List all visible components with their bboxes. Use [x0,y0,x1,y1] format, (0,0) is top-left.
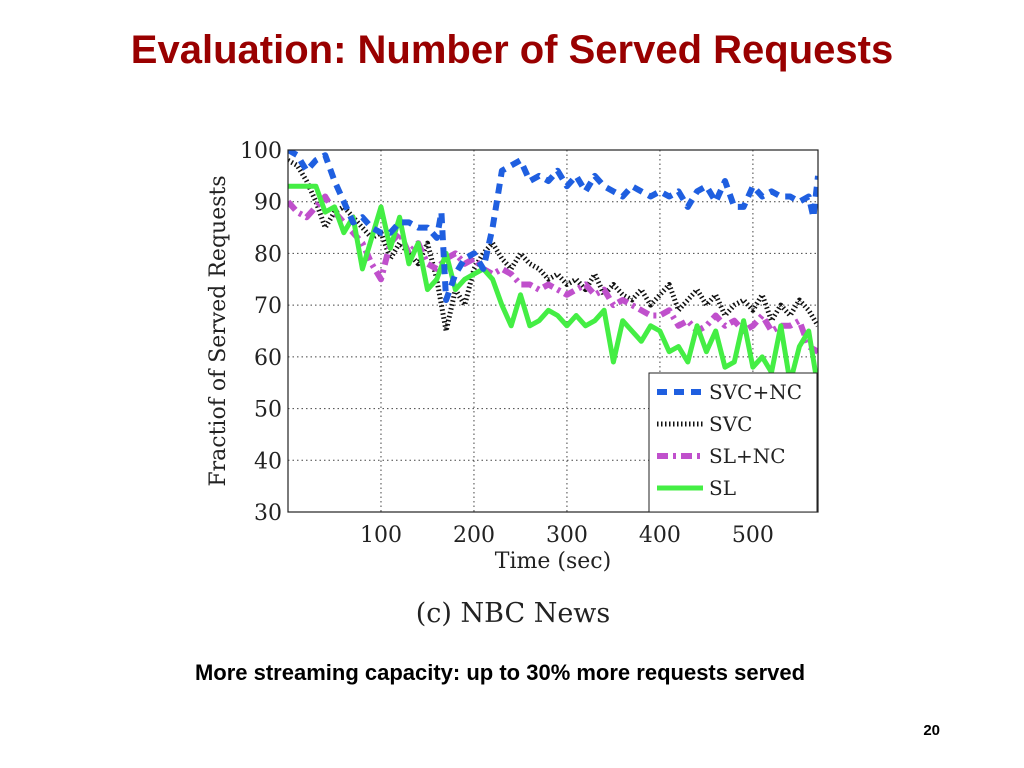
y-tick-label: 100 [240,139,282,164]
x-axis-label: Time (sec) [495,549,611,574]
x-tick-label: 100 [360,523,402,548]
legend-label: SL [709,476,736,500]
series-line-svc-nc [288,150,818,303]
chart-subtitle: (c) NBC News [416,598,611,629]
legend: SVC+NC SVC SL+NC SL [648,372,818,513]
y-tick-label: 30 [254,501,282,526]
y-tick-label: 60 [254,346,282,371]
y-tick-label: 50 [254,398,282,423]
y-tick-label: 80 [254,242,282,267]
legend-label: SVC [709,412,752,436]
y-tick-label: 40 [254,449,282,474]
x-tick-label: 200 [453,523,495,548]
y-axis-label: Fractiof of Served Requests [206,175,231,486]
legend-label: SL+NC [709,444,786,468]
legend-label: SVC+NC [709,380,802,404]
tick-labels: 100 200 300 400 500 30 40 50 60 70 80 90 100 [240,139,774,548]
page-number: 20 [923,722,940,739]
series-lines [288,150,818,389]
slide-title: Evaluation: Number of Served Requests [130,28,894,72]
x-tick-label: 400 [639,523,681,548]
y-tick-label: 70 [254,294,282,319]
y-tick-label: 90 [254,191,282,216]
slide-caption: More streaming capacity: up to 30% more … [194,660,806,685]
series-line-sl-nc [288,193,818,355]
plot-frame [287,149,819,513]
x-tick-label: 500 [732,523,774,548]
series-line-sl [288,183,818,389]
series-line-svc [288,158,818,334]
x-tick-label: 300 [546,523,588,548]
